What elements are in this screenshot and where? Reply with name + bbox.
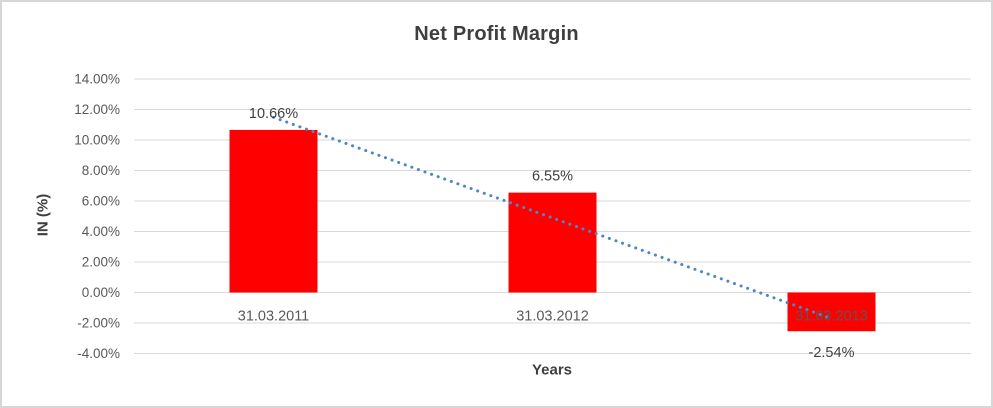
y-tick-label: -2.00%	[77, 316, 120, 331]
bar-data-label: -2.54%	[809, 345, 855, 361]
bar	[508, 192, 597, 293]
category-label: 31.03.2012	[516, 309, 589, 325]
category-label: 31.03.2013	[795, 309, 868, 325]
y-tick-label: -4.00%	[77, 346, 120, 361]
bar	[787, 292, 876, 332]
y-tick-label: 0.00%	[82, 285, 120, 300]
x-axis-title: Years	[531, 361, 573, 379]
chart-title: Net Profit Margin	[414, 23, 579, 45]
y-tick-label: 6.00%	[82, 194, 120, 209]
category-label: 31.03.2011	[238, 309, 310, 325]
y-tick-label: 12.00%	[74, 102, 120, 117]
trendline	[272, 115, 833, 321]
bar-data-label: 10.66%	[249, 106, 298, 122]
bar-data-label: 6.55%	[532, 169, 573, 185]
y-tick-label: 2.00%	[82, 255, 120, 270]
y-tick-label: 10.00%	[74, 133, 120, 148]
y-tick-label: 8.00%	[82, 163, 120, 178]
bar	[229, 129, 318, 293]
y-tick-label: 14.00%	[74, 72, 120, 87]
y-tick-label: 4.00%	[82, 224, 120, 239]
